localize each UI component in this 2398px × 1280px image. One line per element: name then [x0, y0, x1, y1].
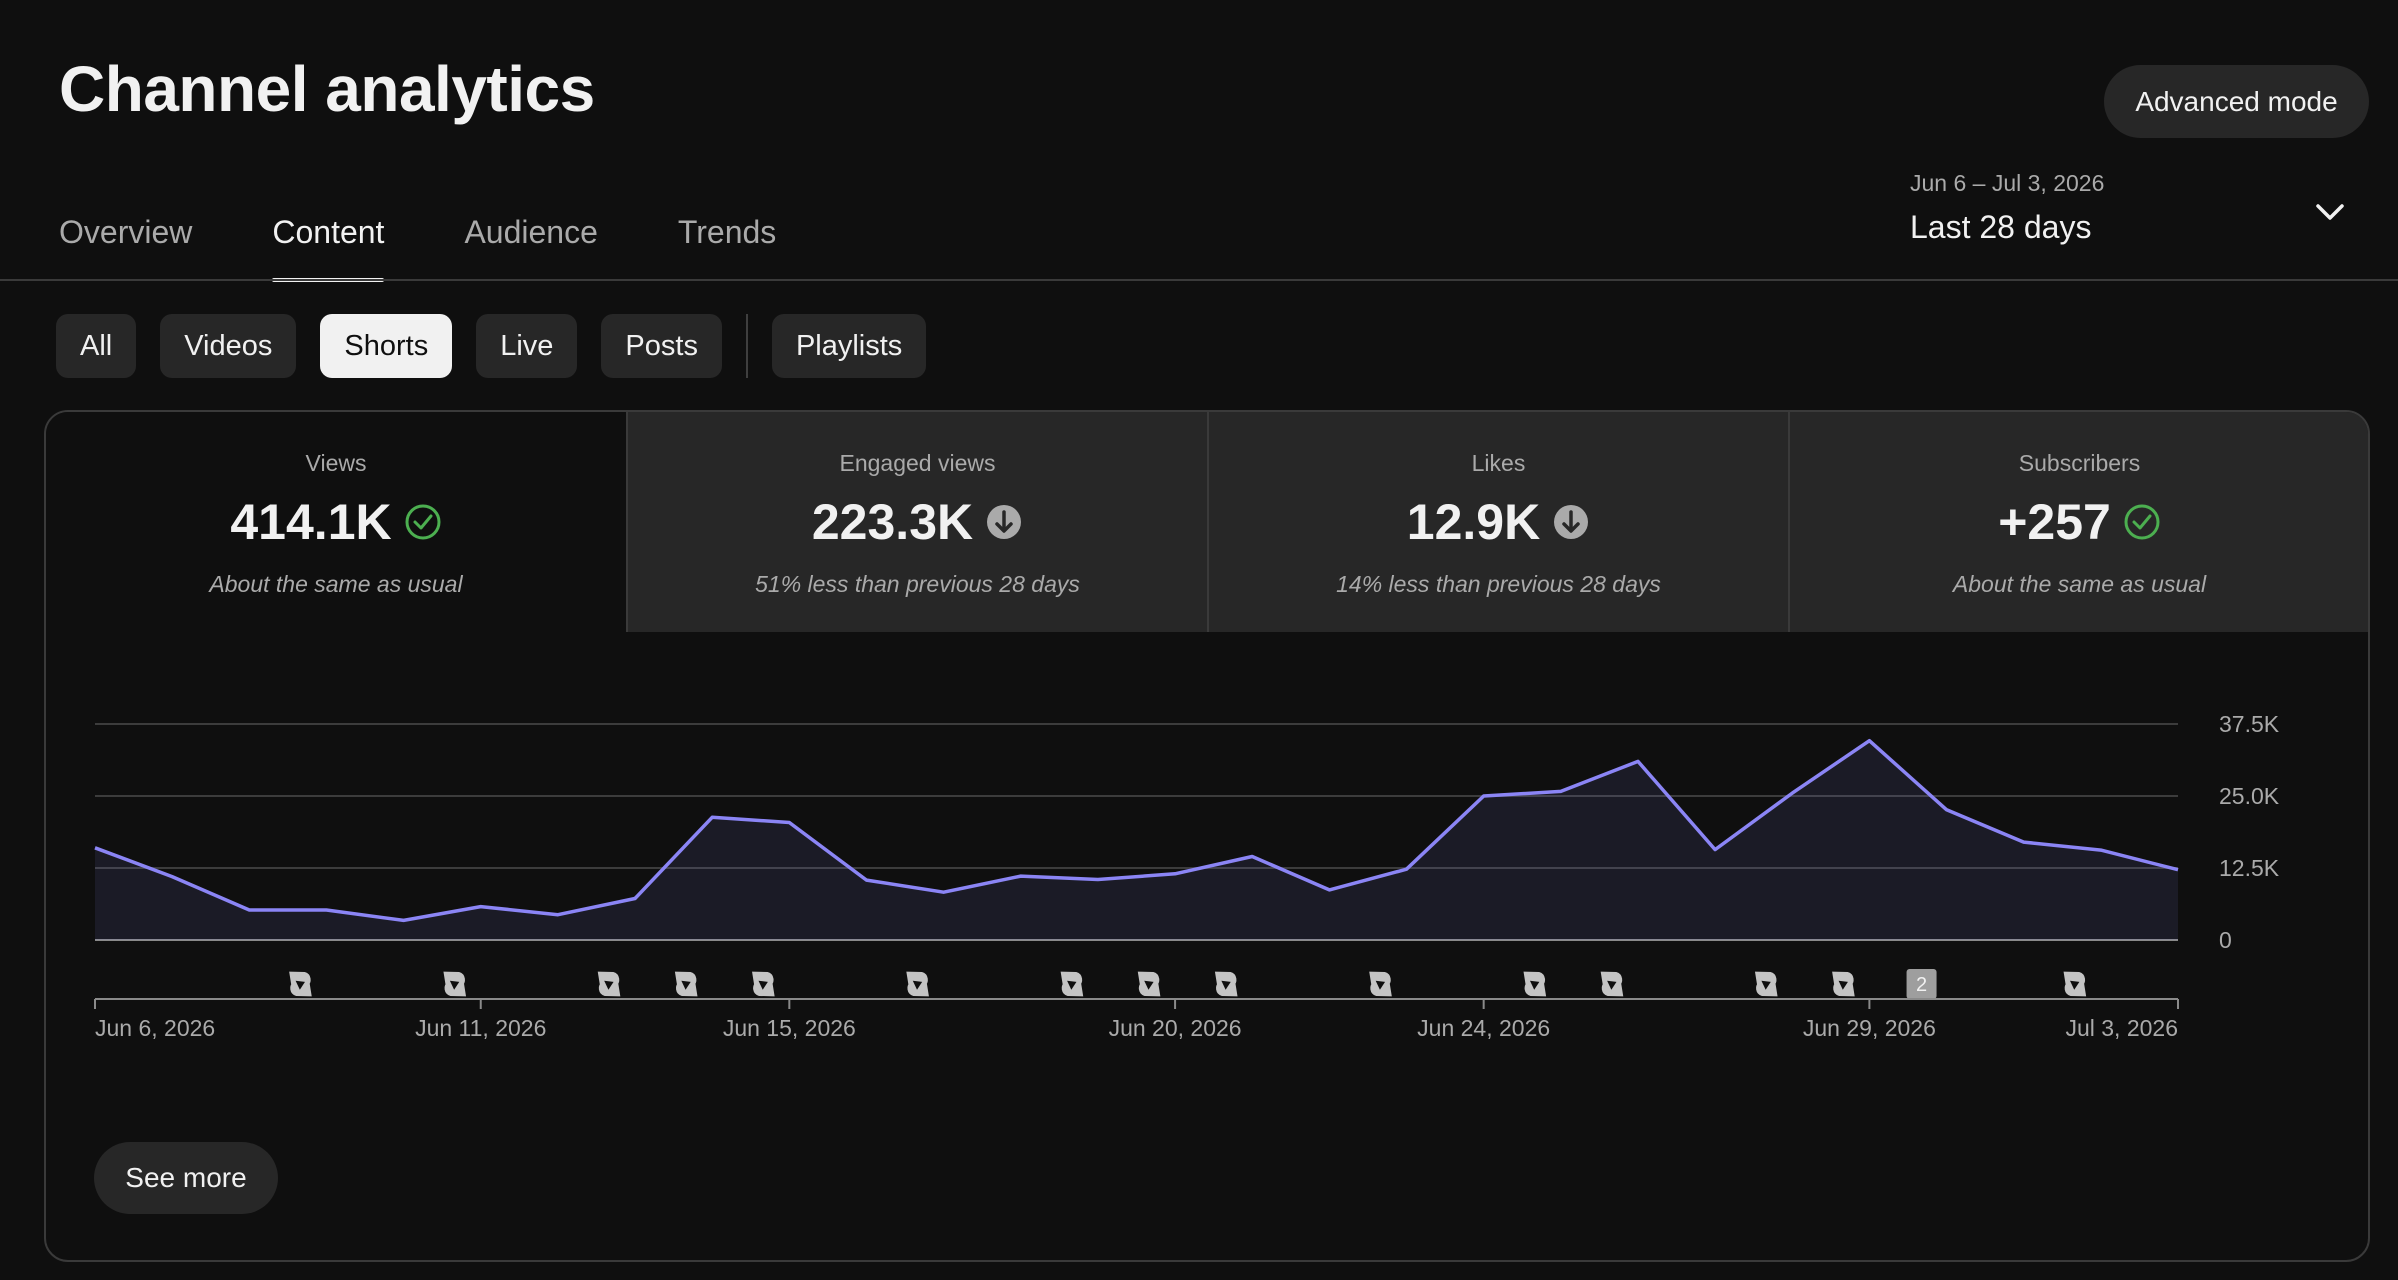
shorts-icon-play: [1838, 980, 1848, 990]
tab-audience[interactable]: Audience: [464, 214, 598, 250]
metric-value-row: +257: [1790, 493, 2368, 551]
metric-note: About the same as usual: [209, 571, 463, 597]
shorts-icon-play: [681, 980, 691, 990]
upload-count-badge[interactable]: 2: [1906, 969, 1937, 999]
tab-bar: Overview Content Audience Trends: [59, 206, 856, 282]
content-type-chips: All Videos Shorts Live Posts Playlists: [56, 314, 950, 378]
tab-divider: [0, 279, 2398, 281]
metric-engaged-views[interactable]: Engaged views 223.3K 51% less than previ…: [626, 412, 1207, 632]
analytics-card: Views 414.1K About the same as usual Eng…: [44, 410, 2370, 1262]
x-tick-label: Jun 20, 2026: [1109, 1015, 1242, 1041]
shorts-icon-play: [1529, 980, 1540, 990]
see-more-button[interactable]: See more: [94, 1142, 278, 1214]
shorts-icon[interactable]: [669, 965, 704, 1004]
x-tick-label: Jun 6, 2026: [95, 1015, 215, 1041]
chip-shorts[interactable]: Shorts: [320, 314, 453, 378]
shorts-icon-play: [2070, 980, 2080, 990]
y-tick-label: 0: [2219, 927, 2232, 953]
tab-content[interactable]: Content: [272, 206, 385, 282]
shorts-icon[interactable]: [746, 965, 781, 1004]
shorts-icon[interactable]: [2057, 965, 2092, 1004]
page-title: Channel analytics: [59, 53, 595, 125]
date-range-dates: Jun 6 – Jul 3, 2026: [1910, 170, 2105, 196]
advanced-mode-button[interactable]: Advanced mode: [2104, 65, 2369, 138]
metric-value-row: 414.1K: [46, 493, 626, 551]
metric-label: Likes: [1471, 450, 1526, 476]
chip-posts[interactable]: Posts: [601, 314, 722, 378]
shorts-icon-play: [1761, 980, 1771, 990]
y-tick-label: 25.0K: [2219, 783, 2280, 809]
chip-videos[interactable]: Videos: [160, 314, 297, 378]
x-tick-label: Jun 11, 2026: [415, 1015, 546, 1041]
y-tick-label: 37.5K: [2219, 711, 2280, 737]
metric-value-row: 223.3K: [628, 493, 1207, 551]
metric-label: Views: [305, 450, 367, 476]
chip-live[interactable]: Live: [476, 314, 578, 378]
shorts-icon[interactable]: [1363, 965, 1398, 1004]
shorts-icon[interactable]: [1054, 965, 1089, 1004]
metric-label: Subscribers: [2018, 450, 2141, 476]
shorts-icon-play: [1067, 980, 1077, 990]
badge-bg: [1906, 969, 1937, 999]
shorts-icon[interactable]: [1594, 965, 1629, 1004]
shorts-icon-play: [912, 980, 923, 990]
shorts-icon-play: [449, 980, 460, 990]
date-range-selector[interactable]: Jun 6 – Jul 3, 2026 Last 28 days: [1910, 170, 2350, 250]
metric-value-row: 12.9K: [1209, 493, 1788, 551]
shorts-icon[interactable]: [1826, 965, 1861, 1004]
metric-note: 14% less than previous 28 days: [1336, 571, 1661, 597]
shorts-icon[interactable]: [1132, 965, 1167, 1004]
x-tick-label: Jun 29, 2026: [1803, 1015, 1936, 1041]
shorts-icon[interactable]: [437, 965, 472, 1004]
shorts-icon-play: [1375, 980, 1386, 990]
tab-overview[interactable]: Overview: [59, 214, 193, 250]
shorts-icon[interactable]: [1209, 965, 1244, 1004]
metric-note: 51% less than previous 28 days: [755, 571, 1080, 597]
metric-subscribers[interactable]: Subscribers +257 About the same as usual: [1788, 412, 2368, 632]
metric-label: Engaged views: [839, 450, 996, 476]
shorts-icon-play: [604, 980, 614, 990]
views-area: [95, 740, 2178, 940]
chip-separator: [745, 314, 748, 378]
metric-value: 223.3K: [811, 494, 974, 550]
shorts-icon-play: [758, 980, 768, 990]
tab-trends[interactable]: Trends: [677, 214, 777, 250]
y-tick-label: 12.5K: [2219, 855, 2280, 881]
badge-count: 2: [1916, 974, 1927, 996]
check-circle-icon: [405, 504, 441, 540]
x-tick-label: Jul 3, 2026: [2065, 1015, 2178, 1041]
check-circle-icon: [2124, 504, 2160, 540]
x-tick-label: Jun 15, 2026: [723, 1015, 856, 1041]
metric-value: 414.1K: [230, 494, 392, 550]
metric-views[interactable]: Views 414.1K About the same as usual: [46, 412, 626, 632]
date-range-label: Last 28 days: [1910, 209, 2092, 245]
shorts-icon-play: [295, 980, 305, 990]
shorts-icon-play: [1144, 980, 1154, 990]
x-tick-label: Jun 24, 2026: [1417, 1015, 1550, 1041]
arrow-down-circle-icon: [987, 505, 1022, 539]
shorts-icon[interactable]: [592, 965, 627, 1004]
chevron-down-icon[interactable]: [2310, 192, 2350, 232]
metric-value: 12.9K: [1406, 494, 1541, 550]
arrow-down-circle-icon: [1554, 505, 1589, 539]
shorts-icon-play: [1607, 980, 1617, 990]
shorts-icon[interactable]: [1749, 965, 1784, 1004]
metric-value: +257: [1998, 494, 2111, 550]
chip-playlists[interactable]: Playlists: [771, 314, 927, 378]
chip-all[interactable]: All: [56, 314, 137, 378]
shorts-icon[interactable]: [900, 965, 935, 1004]
metric-tabs: Views 414.1K About the same as usual Eng…: [46, 412, 2368, 632]
views-chart: 37.5K 25.0K 12.5K 0 2 Jun 6, 2026 Jun 11, 2026…: [94, 711, 2280, 1041]
shorts-icon-play: [1221, 980, 1231, 990]
shorts-icon[interactable]: [283, 965, 318, 1004]
views-line: [94, 738, 2179, 923]
metric-note: About the same as usual: [1952, 571, 2207, 597]
metric-likes[interactable]: Likes 12.9K 14% less than previous 28 da…: [1207, 412, 1788, 632]
shorts-icon[interactable]: [1517, 965, 1552, 1004]
